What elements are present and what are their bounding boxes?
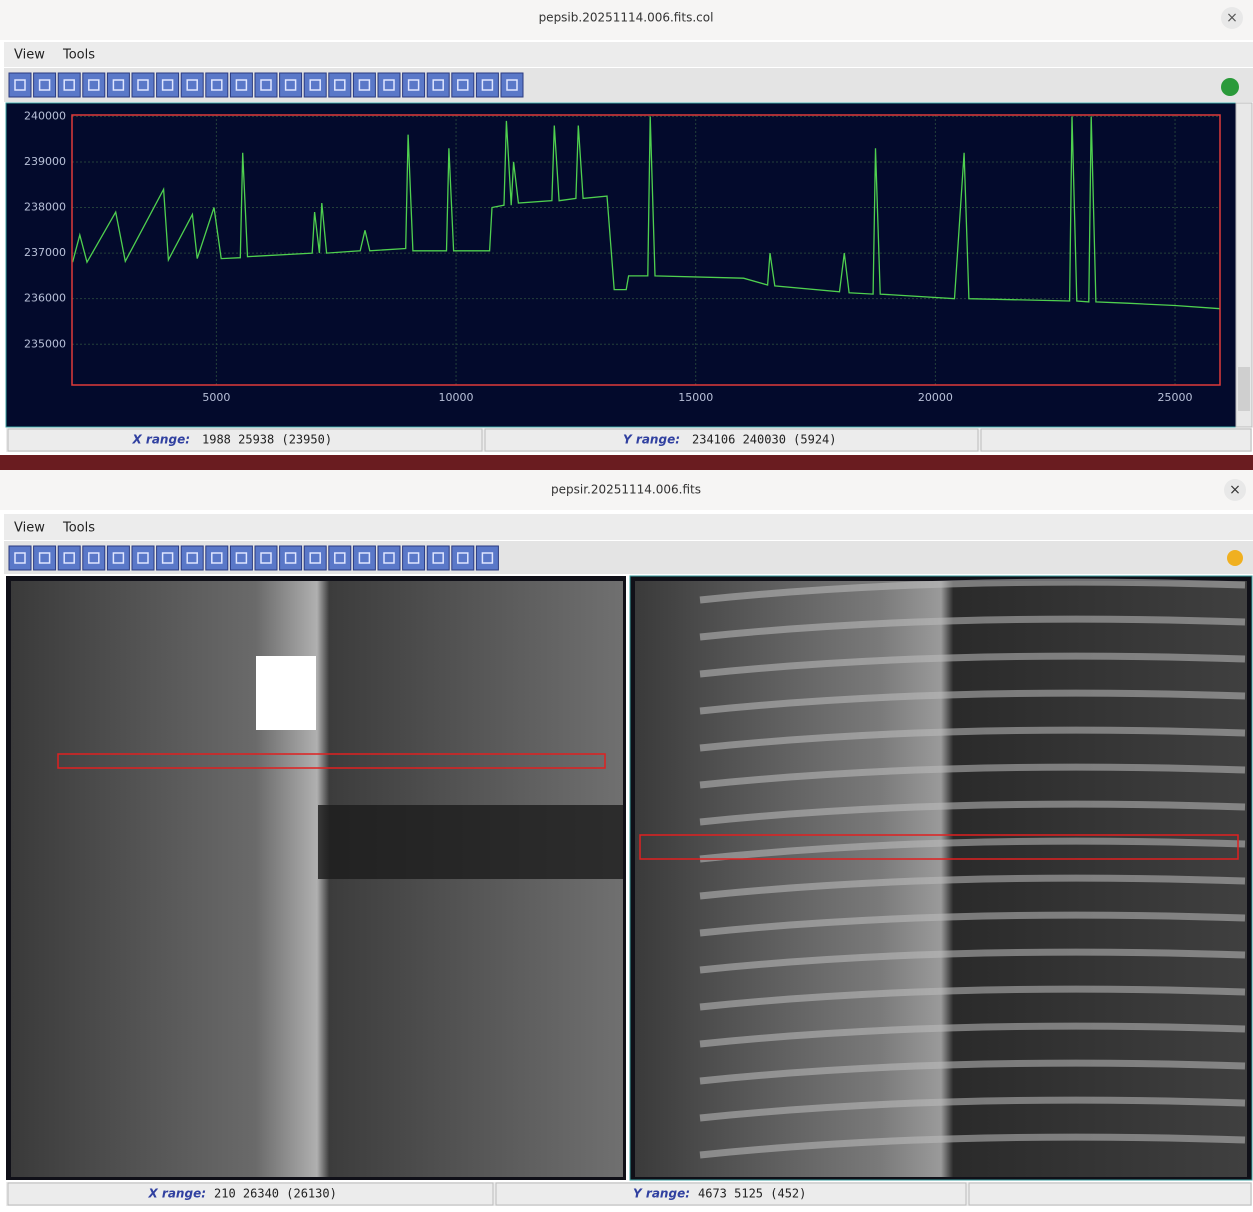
tool-button[interactable] [353,546,375,570]
menu-bar [4,514,1253,540]
menu-item[interactable]: View [14,521,45,536]
close-icon[interactable]: × [1229,482,1241,498]
y-tick-label: 240000 [24,109,66,122]
tool-button[interactable] [132,73,154,97]
tool-button[interactable] [304,546,326,570]
saturated-region [256,656,316,730]
tool-button[interactable] [353,73,375,97]
tool-icon[interactable] [1221,78,1239,96]
tool-button[interactable] [329,73,351,97]
tool-button[interactable] [427,73,449,97]
menu-item[interactable]: Tools [62,521,95,536]
status-label: Y range: [623,433,680,447]
status-label: X range: [147,1187,206,1201]
tool-button[interactable] [83,73,105,97]
tool-button[interactable] [58,546,80,570]
tool-button[interactable] [329,546,351,570]
tool-button[interactable] [403,73,425,97]
status-value: 4673 5125 (452) [698,1187,806,1201]
status-label: X range: [131,433,190,447]
tool-button[interactable] [230,546,252,570]
x-tick-label: 20000 [918,391,953,404]
screen: pepsib.20251114.006.fits.col × View Tool… [0,0,1253,1212]
y-tick-label: 236000 [24,292,66,305]
status-value: 210 26340 (26130) [214,1187,337,1201]
tool-button[interactable] [132,546,154,570]
tool-button[interactable] [476,546,498,570]
scroll-thumb[interactable] [1238,367,1250,411]
close-icon[interactable]: × [1226,10,1238,26]
dark-region [318,805,623,879]
tool-button[interactable] [501,73,523,97]
tool-button[interactable] [452,546,474,570]
window-title: pepsib.20251114.006.fits.col [539,11,714,25]
tool-button[interactable] [181,73,203,97]
tool-button[interactable] [34,73,56,97]
tool-button[interactable] [9,73,31,97]
tool-button[interactable] [58,73,80,97]
tool-button[interactable] [378,73,400,97]
x-tick-label: 25000 [1158,391,1193,404]
tool-button[interactable] [304,73,326,97]
window-title: pepsir.20251114.006.fits [551,483,701,497]
tool-button[interactable] [83,546,105,570]
tool-button[interactable] [255,73,277,97]
plot-panel [6,103,1236,427]
menu-bar [4,42,1253,67]
tool-button[interactable] [452,73,474,97]
tool-button[interactable] [280,546,302,570]
tool-button[interactable] [476,73,498,97]
tool-button[interactable] [107,546,129,570]
tool-button[interactable] [157,73,179,97]
desktop-strip [0,455,1253,470]
tool-button[interactable] [206,73,228,97]
menu-item[interactable]: Tools [62,48,95,63]
status-value: 1988 25938 (23950) [202,433,332,447]
tool-button[interactable] [403,546,425,570]
page: pepsib.20251114.006.fits.col × View Tool… [0,0,1253,1212]
menu-item[interactable]: View [14,48,45,63]
tool-button[interactable] [280,73,302,97]
status-label: Y range: [633,1187,690,1201]
y-tick-label: 235000 [24,337,66,350]
tool-button[interactable] [34,546,56,570]
tool-icon[interactable] [1227,550,1243,566]
y-tick-label: 239000 [24,155,66,168]
tool-button[interactable] [427,546,449,570]
tool-button[interactable] [230,73,252,97]
tool-button[interactable] [107,73,129,97]
status-value: 234106 240030 (5924) [692,433,837,447]
y-tick-label: 237000 [24,246,66,259]
tool-button[interactable] [378,546,400,570]
x-tick-label: 15000 [678,391,713,404]
tool-button[interactable] [157,546,179,570]
tool-button[interactable] [255,546,277,570]
tool-button[interactable] [181,546,203,570]
y-tick-label: 238000 [24,201,66,214]
tool-button[interactable] [206,546,228,570]
x-tick-label: 10000 [439,391,474,404]
tool-button[interactable] [9,546,31,570]
x-tick-label: 5000 [202,391,230,404]
